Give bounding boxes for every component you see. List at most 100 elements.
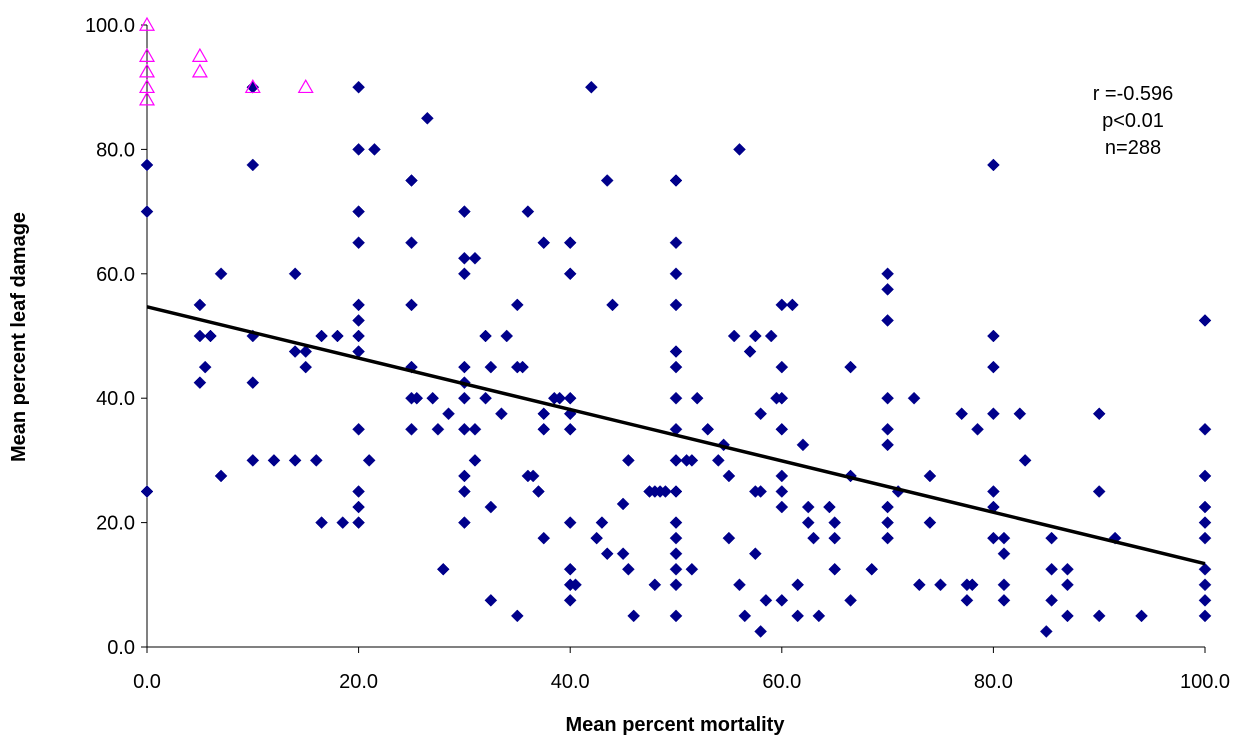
data-point-diamond <box>563 422 577 436</box>
y-tick-label: 60.0 <box>96 264 135 286</box>
data-point-diamond <box>246 376 260 390</box>
data-point-diamond <box>907 391 921 405</box>
data-point-diamond <box>669 345 683 358</box>
data-point-triangle <box>138 91 156 106</box>
data-point-diamond <box>669 562 683 576</box>
data-point-diamond <box>775 469 789 483</box>
data-point-diamond <box>204 329 217 343</box>
data-point-diamond <box>1198 578 1212 592</box>
data-point-diamond <box>1198 562 1212 576</box>
data-point-diamond <box>458 205 471 218</box>
y-tick-label: 20.0 <box>96 513 135 535</box>
data-point-diamond <box>352 80 365 94</box>
trendline-group <box>146 305 1206 566</box>
data-point-diamond <box>669 454 683 467</box>
data-point-diamond <box>537 236 551 250</box>
data-point-diamond <box>775 593 789 607</box>
data-point-diamond <box>997 531 1011 545</box>
data-point-diamond <box>352 329 365 343</box>
data-point-diamond <box>669 174 683 187</box>
x-tick-label: 20.0 <box>339 671 378 693</box>
data-point-diamond <box>881 438 894 452</box>
data-point-diamond <box>368 143 381 156</box>
data-point-diamond <box>685 454 699 467</box>
data-point-diamond <box>701 422 715 436</box>
data-point-diamond <box>606 298 619 312</box>
data-point-diamond <box>770 391 783 405</box>
data-point-diamond <box>352 298 365 312</box>
data-point-diamond <box>198 360 212 374</box>
data-point-diamond <box>479 329 492 343</box>
data-point-triangle <box>297 78 314 94</box>
data-point-diamond <box>775 360 789 374</box>
data-point-diamond <box>537 531 551 545</box>
data-point-diamond <box>1198 314 1212 327</box>
data-point-diamond <box>458 469 471 483</box>
data-point-diamond <box>669 298 683 312</box>
data-point-diamond <box>436 562 450 576</box>
data-point-diamond <box>669 267 683 281</box>
data-point-diamond <box>775 298 789 312</box>
data-point-diamond <box>288 454 302 467</box>
data-point-diamond <box>352 516 365 529</box>
stats-annotation: r =-0.596 p<0.01 n=288 <box>1093 83 1174 159</box>
y-tick-label: 0.0 <box>107 637 135 659</box>
data-point-diamond <box>426 391 440 405</box>
data-point-diamond <box>532 485 545 498</box>
data-point-diamond <box>140 205 154 218</box>
data-point-diamond <box>1198 422 1212 436</box>
data-point-diamond <box>791 609 805 623</box>
data-point-diamond <box>352 500 365 514</box>
data-point-diamond <box>331 329 344 343</box>
stat-n-value: n=288 <box>1105 137 1161 159</box>
data-point-diamond <box>622 454 635 467</box>
data-point-diamond <box>299 360 313 374</box>
x-tick-label: 60.0 <box>762 671 801 693</box>
data-point-diamond <box>987 360 1000 374</box>
data-point-diamond <box>627 609 641 623</box>
data-point-diamond <box>791 578 805 592</box>
data-point-diamond <box>288 345 302 358</box>
data-point-triangle <box>244 78 261 94</box>
data-point-diamond <box>214 469 228 483</box>
data-point-diamond <box>214 267 228 281</box>
data-point-triangle <box>138 63 156 78</box>
data-point-diamond <box>923 469 937 483</box>
data-point-diamond <box>193 329 207 343</box>
data-point-diamond <box>971 422 984 436</box>
data-point-diamond <box>421 111 434 125</box>
data-point-diamond <box>965 578 979 592</box>
data-point-diamond <box>912 578 926 592</box>
data-point-diamond <box>352 422 365 436</box>
data-point-diamond <box>881 267 894 281</box>
data-point-diamond <box>934 578 947 592</box>
data-point-diamond <box>458 391 471 405</box>
data-point-diamond <box>669 516 683 529</box>
data-point-diamond <box>748 329 762 343</box>
data-point-diamond <box>468 251 482 265</box>
data-point-diamond <box>1039 625 1053 638</box>
data-point-diamond <box>288 267 302 281</box>
data-point-diamond <box>844 593 857 607</box>
y-tick-label: 80.0 <box>96 139 135 161</box>
data-point-diamond <box>987 407 1000 421</box>
data-point-diamond <box>484 500 498 514</box>
data-point-diamond <box>479 391 492 405</box>
data-point-diamond <box>352 485 365 498</box>
data-point-diamond <box>468 422 482 436</box>
y-tick-label: 40.0 <box>96 388 135 410</box>
data-point-diamond <box>362 454 376 467</box>
data-point-diamond <box>923 516 937 529</box>
data-point-diamond <box>140 485 154 498</box>
data-point-diamond <box>405 298 418 312</box>
data-point-diamond <box>336 516 350 529</box>
data-point-diamond <box>754 625 767 638</box>
data-point-diamond <box>669 360 683 374</box>
data-point-diamond <box>193 298 207 312</box>
data-point-diamond <box>405 174 418 187</box>
data-point-diamond <box>1045 593 1058 607</box>
chart-axes <box>146 25 1205 648</box>
data-point-diamond <box>1198 531 1212 545</box>
data-point-diamond <box>828 562 842 576</box>
